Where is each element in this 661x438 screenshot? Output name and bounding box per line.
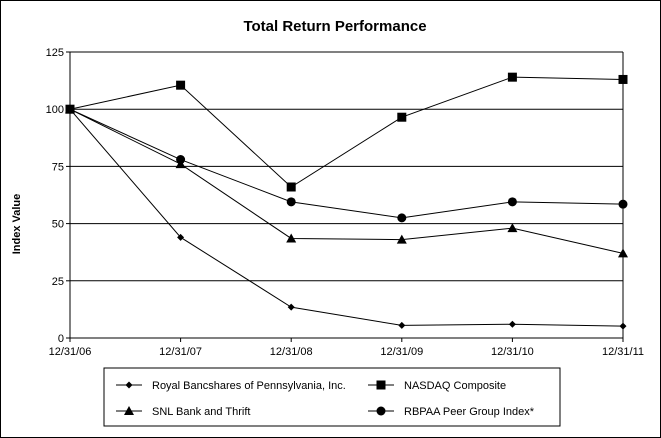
series-line [69, 108, 624, 254]
x-tick-labels: 12/31/06 12/31/07 12/31/08 12/31/09 12/31/10… [49, 346, 644, 358]
data-point [397, 213, 407, 223]
x-tick-label: 12/31/10 [491, 346, 534, 358]
gridlines [66, 51, 623, 339]
axes [69, 52, 624, 342]
data-point [507, 72, 517, 82]
data-point [508, 320, 516, 328]
y-tick-labels: 0 25 50 75 100 125 [46, 47, 64, 345]
legend-label: Royal Bancshares of Pennsylvania, Inc. [152, 380, 346, 392]
data-point [176, 80, 186, 90]
x-tick-label: 12/31/09 [380, 346, 423, 358]
data-point [286, 182, 296, 192]
legend-label: RBPAA Peer Group Index* [404, 406, 535, 418]
y-tick-label: 100 [46, 104, 64, 116]
legend-entry: Royal Bancshares of Pennsylvania, Inc. [116, 380, 346, 392]
y-axis-label: Index Value [11, 194, 23, 255]
data-point [286, 197, 296, 207]
y-tick-label: 0 [58, 333, 64, 345]
legend-label: NASDAQ Composite [404, 380, 506, 392]
series-diamond [66, 105, 627, 330]
data-point [507, 223, 518, 233]
legend-marker [376, 380, 386, 390]
legend-entry: RBPAA Peer Group Index* [368, 406, 535, 418]
data-point [65, 104, 75, 114]
data-point [619, 322, 627, 330]
data-point [287, 303, 295, 311]
y-tick-label: 125 [46, 47, 64, 59]
legend-box [103, 367, 561, 427]
legend-marker [376, 406, 386, 416]
series-line [69, 108, 624, 327]
x-tick-label: 12/31/08 [270, 346, 313, 358]
data-point [176, 155, 186, 165]
x-tick-label: 12/31/11 [602, 346, 644, 358]
series-group [65, 72, 628, 330]
data-point [618, 74, 628, 84]
data-point [177, 233, 185, 241]
legend-marker [125, 381, 133, 389]
series-line [69, 76, 624, 188]
data-point [397, 112, 407, 122]
legend-marker [124, 406, 134, 415]
chart-title: Total Return Performance [243, 18, 426, 35]
series-square [65, 72, 628, 192]
data-point [398, 321, 406, 329]
y-tick-label: 25 [52, 276, 64, 288]
legend: Royal Bancshares of Pennsylvania, Inc. NA… [116, 380, 535, 418]
data-point [507, 197, 517, 207]
data-point [618, 248, 628, 258]
x-tick-label: 12/31/07 [159, 346, 202, 358]
data-point [618, 199, 628, 209]
y-tick-label: 75 [52, 161, 64, 173]
legend-entry: NASDAQ Composite [368, 380, 506, 392]
legend-entry: SNL Bank and Thrift [116, 406, 250, 418]
y-tick-label: 50 [52, 219, 64, 231]
data-point [396, 234, 407, 244]
series-line [69, 108, 624, 219]
data-point [286, 233, 297, 243]
legend-label: SNL Bank and Thrift [152, 406, 250, 418]
series-triangle [65, 104, 628, 258]
x-tick-label: 12/31/06 [49, 346, 92, 358]
series-circle [65, 104, 628, 223]
